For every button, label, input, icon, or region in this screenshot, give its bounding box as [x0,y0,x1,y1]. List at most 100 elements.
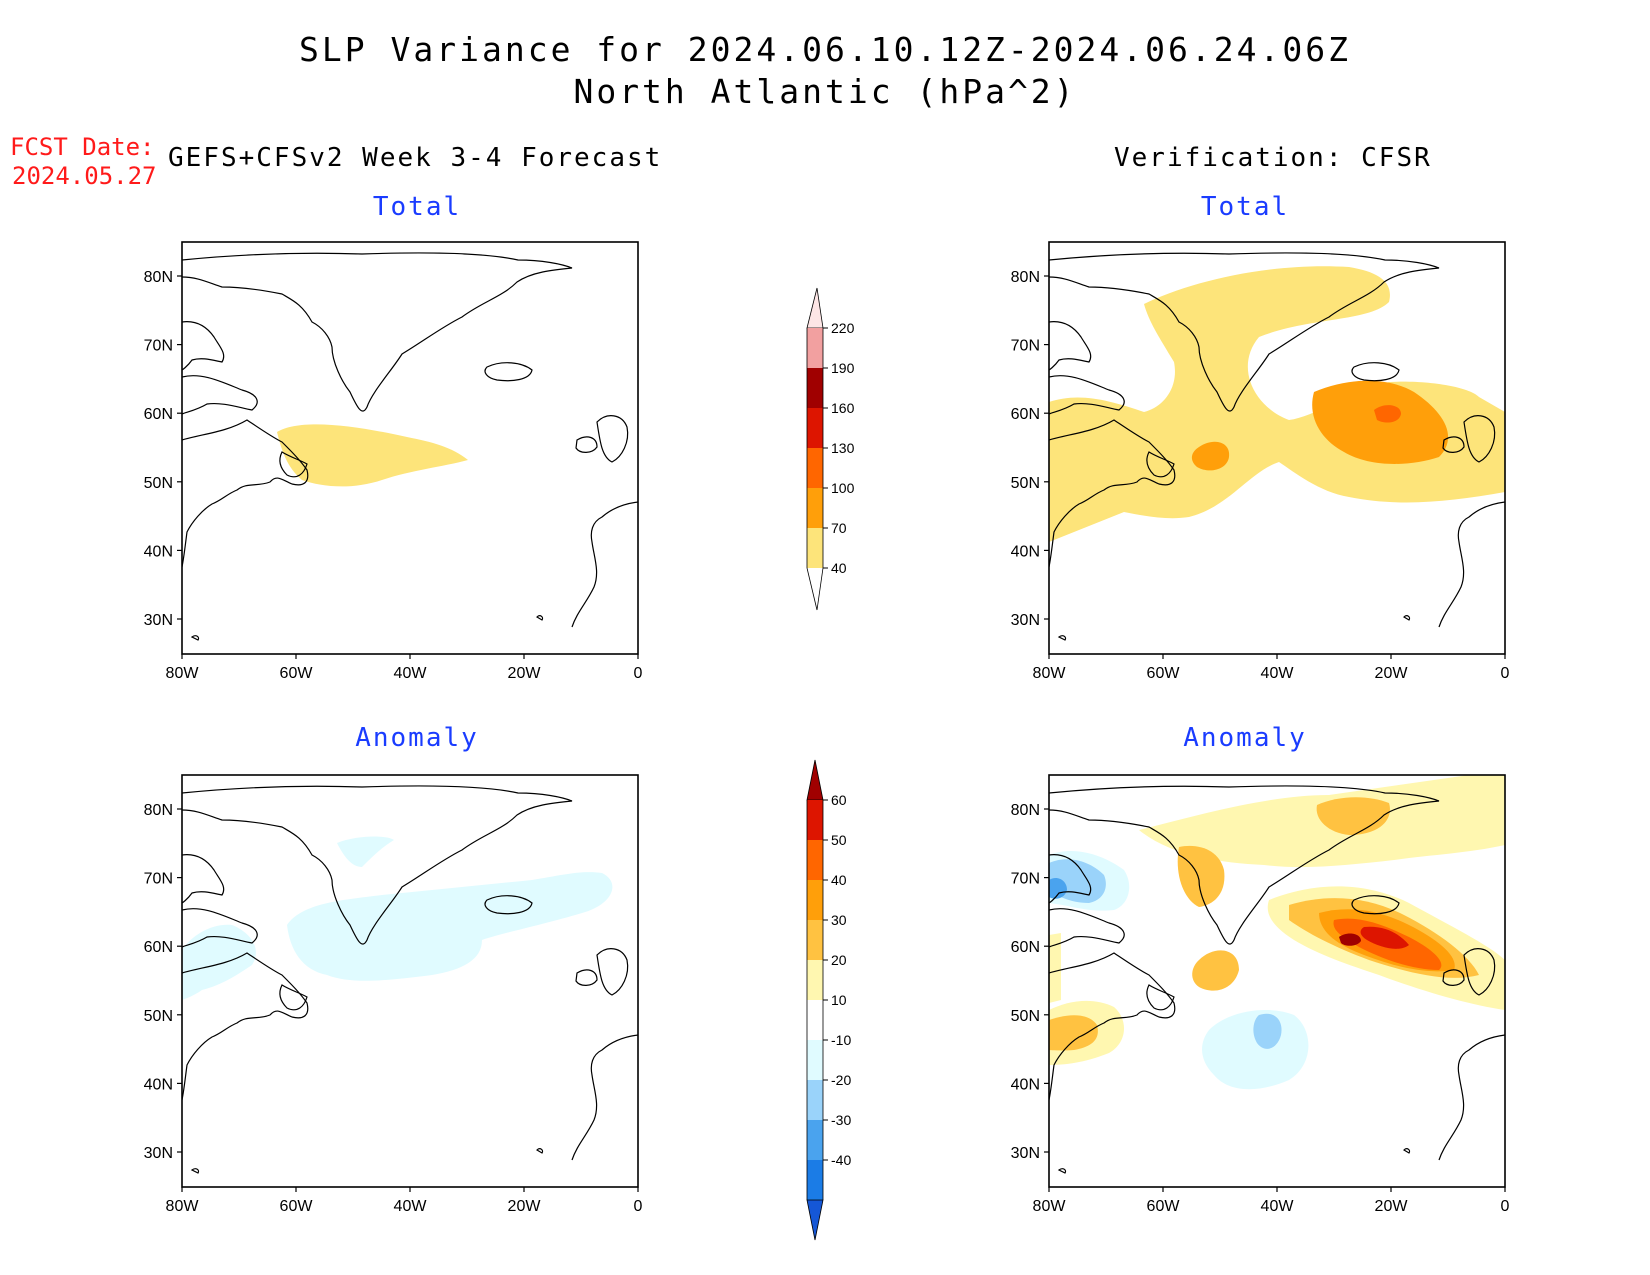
coastline [1049,952,1176,1101]
coastline [182,252,573,412]
lat-label-60N: 60N [144,406,173,423]
anomaly-colorbar-segment [807,1080,823,1120]
coastline [575,436,598,453]
anomaly-colorbar-label: -20 [831,1072,851,1088]
anomaly-colorbar-label: -30 [831,1112,851,1128]
anomaly-colorbar-bottom-triangle [806,1199,824,1241]
anomaly-colorbar-segment [807,1000,823,1040]
anomaly-colorbar-label: -40 [831,1152,851,1168]
coastline [1049,321,1092,371]
total-colorbar-label: 220 [831,320,855,336]
coastline [1463,948,1496,996]
forecast-total-shading [277,424,468,487]
forecast-total-panel: 80N 70N 60N 50N 40N 30N 80W 60W 40W 20W 0 [144,241,643,682]
lat-label-70N: 70N [144,871,173,888]
forecast-total-contour-fill [277,424,468,487]
total-colorbar-label: 160 [831,400,855,416]
lon-label-80W: 80W [1033,665,1067,682]
forecast-anomaly-shading [182,836,613,1000]
coastline [1049,419,1176,568]
total-colorbar-segment [807,408,823,448]
lon-label-20W: 20W [1375,665,1409,682]
forecast-anomaly-contour-fill [182,924,256,1000]
coastline [536,615,544,621]
coastline [1049,252,1440,412]
verification-total-title: Total [1200,192,1290,222]
total-colorbar: 220 190 160 130 100 70 40 [806,287,855,611]
anomaly-colorbar-label: 10 [831,992,847,1008]
verification-anomaly-contour-fill [1253,1013,1282,1049]
verification-anomaly-contour-fill [1049,1015,1098,1051]
verification-total-contour-fill [1374,405,1401,423]
anomaly-colorbar-label: 50 [831,832,847,848]
lat-label-40N: 40N [144,1076,173,1093]
lon-label-80W: 80W [1033,1198,1067,1215]
total-colorbar-segment [807,488,823,528]
coastline [1049,785,1440,945]
verification-anomaly-contour-fill [1360,926,1409,949]
coastline [190,635,200,641]
total-colorbar-top-triangle [806,287,824,329]
lat-label-60N: 60N [1011,406,1040,423]
total-colorbar-segment [807,368,823,408]
anomaly-colorbar-top-triangle [806,759,824,801]
coastline [1049,854,1092,904]
lat-label-50N: 50N [144,475,173,492]
lon-label-0: 0 [1501,1198,1510,1215]
coastline [182,375,258,415]
coastline [596,948,629,996]
coastline [1146,451,1175,478]
lat-label-50N: 50N [1011,1008,1040,1025]
lon-label-0: 0 [634,1198,643,1215]
lon-label-60W: 60W [280,1198,314,1215]
coastline [575,969,598,986]
total-colorbar-label: 40 [831,560,847,576]
lon-label-20W: 20W [1375,1198,1409,1215]
lat-label-60N: 60N [1011,939,1040,956]
coastline [182,952,309,1101]
lon-label-80W: 80W [166,1198,200,1215]
coastline [1351,362,1400,382]
coastline [182,321,225,371]
anomaly-colorbar-label: 30 [831,912,847,928]
anomaly-colorbar-label: 40 [831,872,847,888]
verification-anomaly-contour-fill [1049,878,1067,899]
main-title: SLP Variance for 2024.06.10.12Z-2024.06.… [299,30,1351,69]
lon-label-40W: 40W [394,1198,428,1215]
total-colorbar-segment [807,448,823,488]
verification-total-shading [1049,266,1505,542]
lat-label-40N: 40N [1011,1076,1040,1093]
forecast-anomaly-coastlines [182,785,638,1174]
verification-anomaly-contour-fill [1192,950,1239,991]
coastline [1463,415,1496,463]
lat-label-50N: 50N [144,1008,173,1025]
anomaly-colorbar: 60 50 40 30 20 10 -10 -20 -30 -40 [806,759,851,1241]
coastline [1146,984,1175,1011]
lat-label-70N: 70N [1011,871,1040,888]
total-colorbar-label: 70 [831,520,847,536]
lat-label-70N: 70N [1011,338,1040,355]
forecast-total-title: Total [372,192,462,222]
verification-anomaly-contour-fill [1339,933,1361,946]
main-subtitle: North Atlantic (hPa^2) [573,72,1077,111]
lat-label-80N: 80N [1011,802,1040,819]
verification-anomaly-panel: 80N 70N 60N 50N 40N 30N 80W 60W 40W 20W 0 [1011,774,1510,1215]
coastline [279,984,308,1011]
anomaly-colorbar-segment [807,840,823,880]
anomaly-colorbar-segment [807,1120,823,1160]
coastline [1049,375,1125,415]
coastline [571,501,638,628]
verification-total-coastlines [1049,252,1505,641]
lon-label-40W: 40W [394,665,428,682]
lon-label-20W: 20W [508,665,542,682]
lat-label-30N: 30N [1011,1145,1040,1162]
lon-label-60W: 60W [280,665,314,682]
coastline [182,785,573,945]
anomaly-colorbar-segment [807,960,823,1000]
coastline [279,451,308,478]
verification-anomaly-coastlines [1049,785,1505,1174]
coastline [484,895,533,915]
verification-anomaly-shading [1049,775,1505,1090]
coastline [1049,908,1125,948]
